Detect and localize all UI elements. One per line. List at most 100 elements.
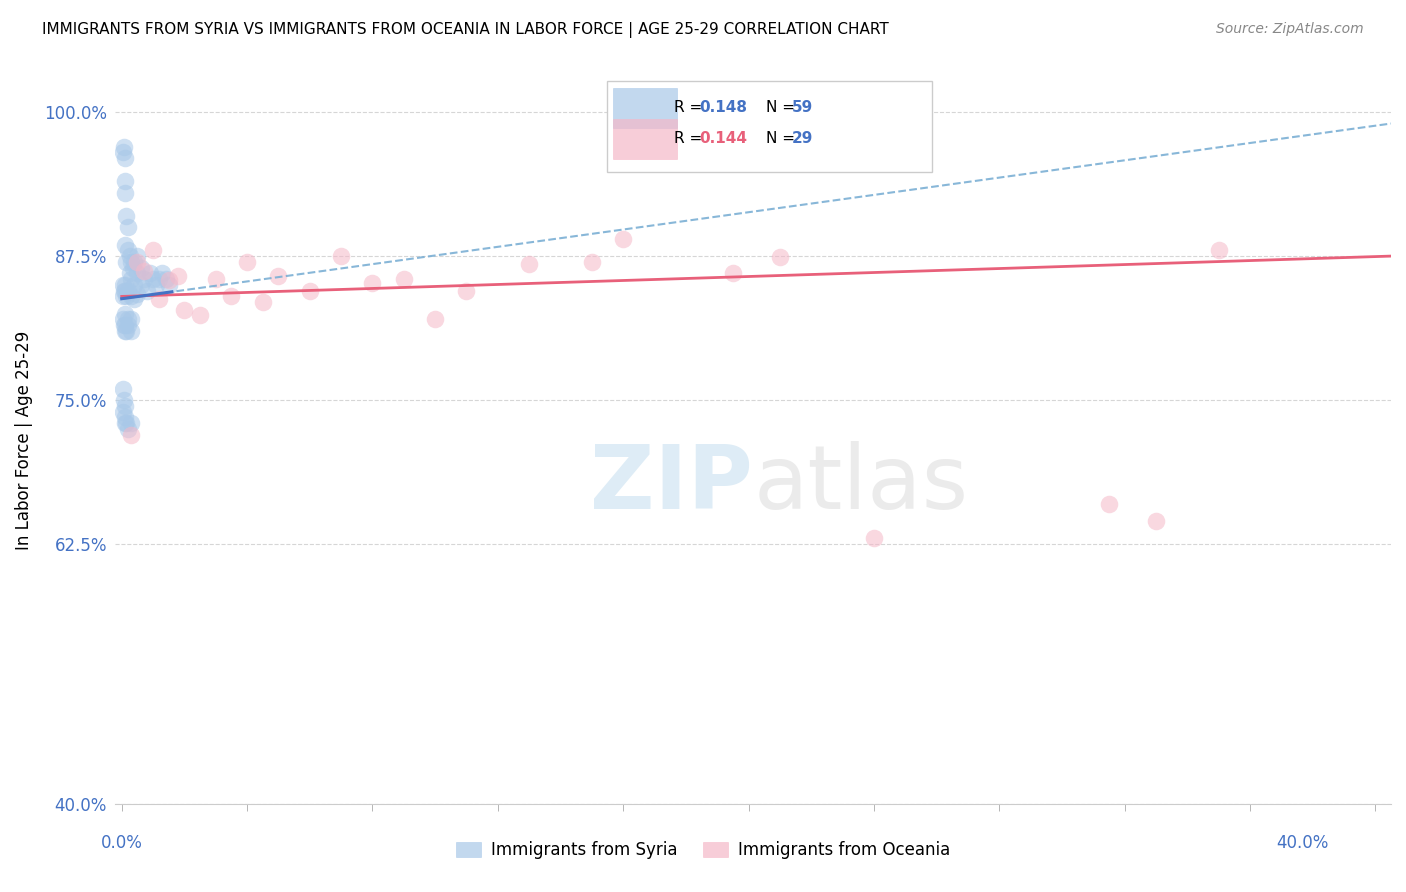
Point — [173, 303, 195, 318]
Point — [120, 427, 142, 442]
Point — [117, 284, 139, 298]
Point — [114, 318, 136, 333]
Point — [112, 139, 135, 153]
Point — [114, 307, 136, 321]
Point — [112, 318, 135, 333]
Point — [612, 232, 634, 246]
Point — [155, 272, 177, 286]
Point — [115, 255, 138, 269]
Point — [112, 145, 135, 160]
Point — [157, 277, 180, 292]
Point — [127, 255, 149, 269]
Legend: Immigrants from Syria, Immigrants from Oceania: Immigrants from Syria, Immigrants from O… — [447, 833, 959, 868]
Point — [1208, 244, 1230, 258]
Point — [127, 266, 149, 280]
Point — [148, 272, 170, 286]
Point — [142, 272, 165, 286]
Point — [132, 264, 155, 278]
Point — [122, 277, 145, 292]
Point — [114, 186, 136, 200]
Point — [114, 410, 136, 425]
Point — [117, 422, 139, 436]
Point — [114, 324, 136, 338]
Text: IMMIGRANTS FROM SYRIA VS IMMIGRANTS FROM OCEANIA IN LABOR FORCE | AGE 25-29 CORR: IMMIGRANTS FROM SYRIA VS IMMIGRANTS FROM… — [42, 22, 889, 38]
Point — [122, 292, 145, 306]
FancyBboxPatch shape — [606, 81, 932, 172]
Text: 0.148: 0.148 — [700, 101, 748, 115]
Point — [139, 266, 162, 280]
Point — [112, 393, 135, 408]
Text: Source: ZipAtlas.com: Source: ZipAtlas.com — [1216, 22, 1364, 37]
Point — [117, 312, 139, 326]
Point — [120, 289, 142, 303]
Text: ZIP: ZIP — [591, 441, 754, 527]
Point — [112, 382, 135, 396]
Point — [121, 260, 143, 275]
Point — [252, 295, 274, 310]
Point — [115, 209, 138, 223]
Point — [129, 277, 152, 292]
Point — [517, 257, 540, 271]
FancyBboxPatch shape — [613, 88, 676, 128]
Point — [112, 405, 135, 419]
Point — [112, 289, 135, 303]
Point — [120, 255, 142, 269]
Text: 40.0%: 40.0% — [1277, 834, 1329, 852]
Point — [236, 255, 259, 269]
Point — [863, 532, 886, 546]
Point — [117, 244, 139, 258]
Text: R =: R = — [673, 101, 707, 115]
Point — [120, 416, 142, 430]
Point — [769, 250, 792, 264]
Point — [114, 174, 136, 188]
Text: 59: 59 — [792, 101, 813, 115]
Text: N =: N = — [766, 101, 800, 115]
Point — [122, 255, 145, 269]
Point — [721, 266, 744, 280]
Text: 0.144: 0.144 — [700, 131, 748, 146]
Text: 29: 29 — [792, 131, 813, 146]
Point — [112, 312, 135, 326]
Point — [114, 151, 136, 165]
Point — [148, 292, 170, 306]
Point — [114, 277, 136, 292]
Text: R =: R = — [673, 131, 707, 146]
Point — [129, 260, 152, 275]
Point — [581, 255, 603, 269]
Point — [120, 324, 142, 338]
Point — [115, 416, 138, 430]
Point — [112, 284, 135, 298]
Point — [118, 249, 141, 263]
Point — [115, 324, 138, 338]
Point — [114, 399, 136, 413]
Point — [1098, 497, 1121, 511]
Y-axis label: In Labor Force | Age 25-29: In Labor Force | Age 25-29 — [15, 331, 32, 550]
Point — [118, 266, 141, 280]
Point — [392, 272, 415, 286]
Point — [114, 284, 136, 298]
Point — [456, 284, 478, 298]
Point — [115, 289, 138, 303]
FancyBboxPatch shape — [613, 119, 676, 159]
Point — [167, 268, 190, 283]
Point — [1144, 514, 1167, 528]
Point — [204, 272, 226, 286]
Point — [117, 318, 139, 333]
Point — [135, 284, 157, 298]
Point — [114, 416, 136, 430]
Point — [127, 249, 149, 263]
Point — [298, 284, 321, 298]
Point — [152, 266, 174, 280]
Point — [120, 312, 142, 326]
Point — [221, 289, 243, 303]
Point — [423, 312, 446, 326]
Point — [142, 244, 165, 258]
Point — [117, 220, 139, 235]
Point — [112, 277, 135, 292]
Point — [330, 249, 353, 263]
Point — [127, 287, 149, 301]
Text: 0.0%: 0.0% — [101, 834, 143, 852]
Text: N =: N = — [766, 131, 800, 146]
Point — [361, 276, 384, 290]
Text: atlas: atlas — [754, 441, 969, 527]
